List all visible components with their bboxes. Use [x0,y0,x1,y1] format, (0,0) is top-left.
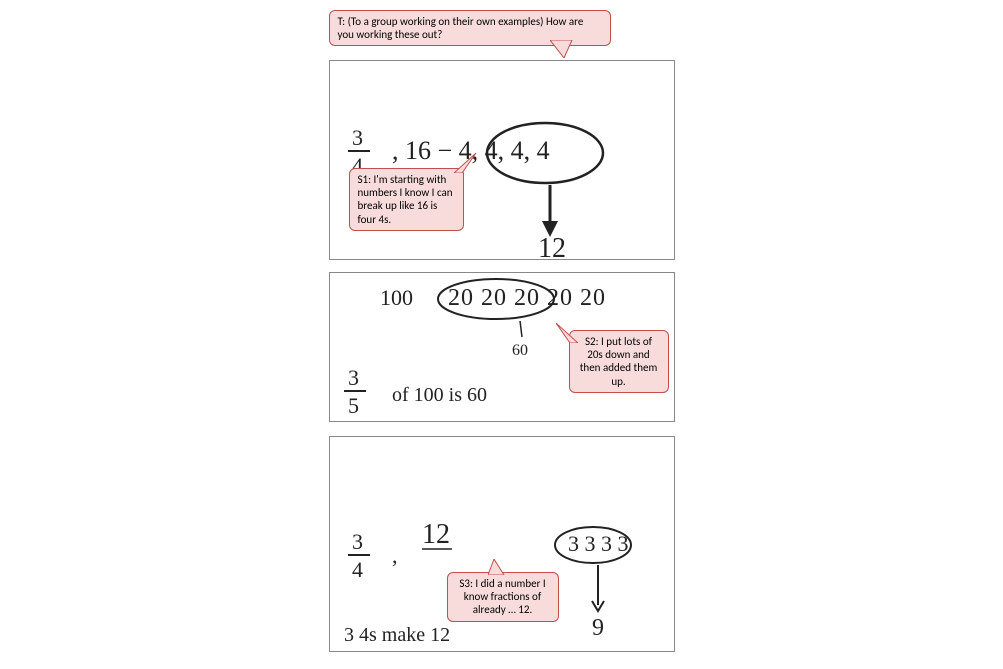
p3-twelve: 12 [422,519,450,550]
p1-result: 12 [538,233,566,261]
s2-tail [556,323,578,343]
s3-bubble: S3: I did a number I know fractions of a… [447,572,559,622]
p2-twenties: 20 20 20 20 20 [448,285,606,311]
s1-text: S1: I'm starting with numbers I know I c… [358,173,453,226]
p3-threes: 3 3 3 3 [568,531,629,556]
p3-bottom: 3 4s make 12 [344,624,450,646]
s1-tail [454,153,478,173]
p3-den: 4 [352,557,363,582]
p3-comma: , [392,543,398,568]
s2-text: S2: I put lots of 20s down and then adde… [580,335,658,388]
s1-bubble: S1: I'm starting with numbers I know I c… [349,168,464,231]
p2-num: 3 [348,365,359,390]
teacher-text: T: (To a group working on their own exam… [338,15,584,41]
p2-hundred: 100 [380,285,413,310]
teacher-bubble: T: (To a group working on their own exam… [329,10,611,46]
panel-1-svg: 3 4 , 16 − 4, 4, 4, 4 12 [330,61,676,261]
s3-tail [488,559,508,575]
p2-sixty-small: 60 [512,342,528,359]
p2-den: 5 [348,393,359,418]
teacher-tail [550,40,574,58]
p2-line: of 100 is 60 [392,384,487,406]
p1-num: 3 [352,125,363,150]
p3-num: 3 [352,529,363,554]
p3-nine: 9 [592,615,604,641]
s3-text: S3: I did a number I know fractions of a… [459,577,545,616]
p2-tick [520,321,522,337]
s2-bubble: S2: I put lots of 20s down and then adde… [569,330,669,393]
